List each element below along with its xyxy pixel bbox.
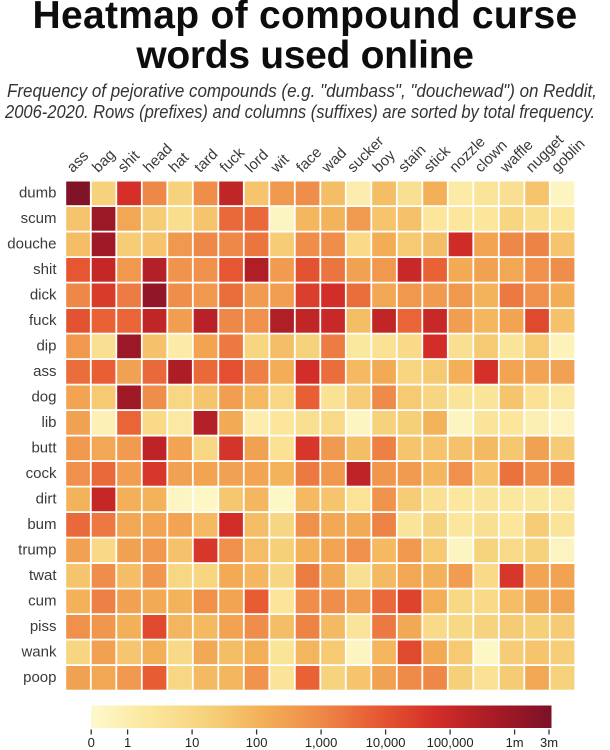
svg-text:100,000: 100,000 — [427, 735, 474, 750]
svg-text:dirt: dirt — [36, 490, 58, 507]
svg-text:poop: poop — [23, 669, 56, 686]
svg-text:wank: wank — [20, 643, 57, 660]
svg-text:dick: dick — [30, 286, 57, 303]
svg-text:3m: 3m — [540, 735, 558, 750]
svg-text:shit: shit — [115, 147, 144, 176]
svg-text:tard: tard — [191, 146, 221, 176]
svg-text:trump: trump — [18, 541, 56, 558]
svg-text:bag: bag — [89, 146, 119, 176]
svg-text:stain: stain — [395, 142, 429, 176]
svg-text:0: 0 — [88, 735, 95, 750]
svg-text:100: 100 — [246, 735, 268, 750]
svg-text:cock: cock — [26, 465, 57, 482]
svg-text:cum: cum — [28, 592, 56, 609]
svg-text:dip: dip — [36, 337, 56, 354]
svg-text:fuck: fuck — [29, 312, 57, 329]
svg-text:shit: shit — [33, 261, 57, 278]
svg-text:twat: twat — [29, 567, 57, 584]
svg-text:1: 1 — [124, 735, 131, 750]
svg-text:face: face — [293, 144, 325, 176]
svg-text:piss: piss — [30, 618, 57, 635]
svg-text:bum: bum — [27, 516, 56, 533]
svg-text:ass: ass — [33, 363, 56, 380]
svg-text:fuck: fuck — [217, 144, 249, 176]
svg-text:butt: butt — [31, 439, 57, 456]
svg-text:wad: wad — [318, 145, 350, 177]
svg-text:ass: ass — [64, 148, 93, 177]
svg-text:10: 10 — [185, 735, 199, 750]
svg-text:lord: lord — [242, 146, 272, 176]
svg-text:douche: douche — [7, 235, 56, 252]
svg-text:dumb: dumb — [19, 184, 57, 201]
svg-text:1m: 1m — [506, 735, 524, 750]
svg-text:dog: dog — [31, 388, 56, 405]
svg-text:scum: scum — [21, 210, 57, 227]
svg-text:lib: lib — [41, 414, 56, 431]
svg-text:wit: wit — [267, 150, 293, 176]
svg-text:1,000: 1,000 — [305, 735, 338, 750]
svg-text:stick: stick — [421, 142, 455, 176]
svg-text:10,000: 10,000 — [366, 735, 406, 750]
